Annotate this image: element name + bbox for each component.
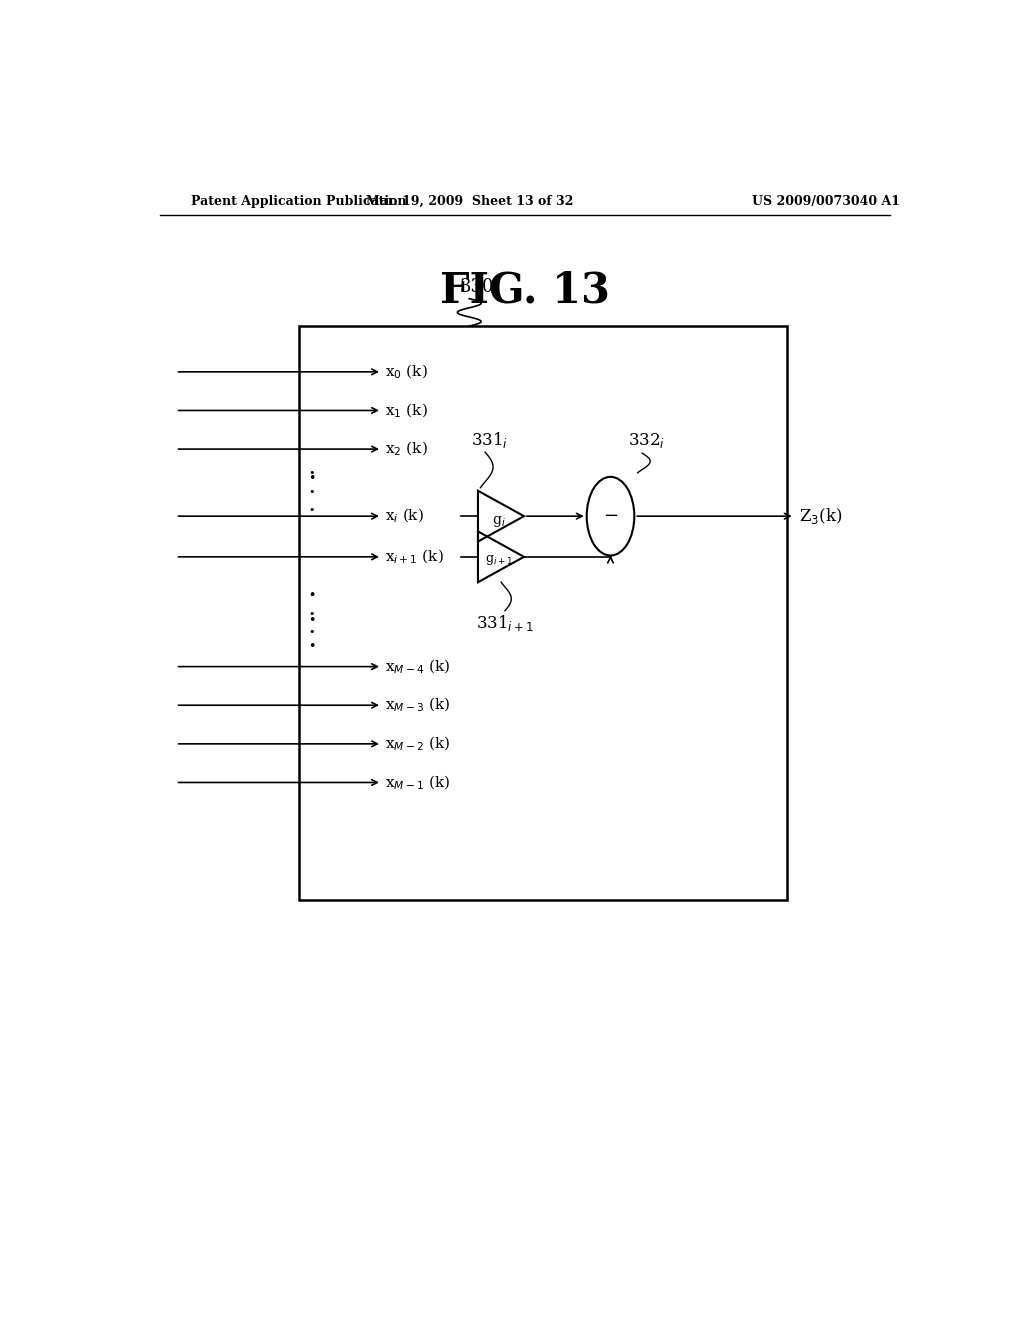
Text: Patent Application Publication: Patent Application Publication (191, 194, 407, 207)
Text: US 2009/0073040 A1: US 2009/0073040 A1 (753, 194, 900, 207)
Bar (299, 326, 786, 900)
Text: x$_{M-3}$ (k): x$_{M-3}$ (k) (385, 696, 451, 714)
Text: x$_i$ (k): x$_i$ (k) (385, 507, 424, 525)
Text: x$_1$ (k): x$_1$ (k) (385, 401, 428, 420)
Text: g$_i$: g$_i$ (492, 513, 506, 529)
Text: x$_2$ (k): x$_2$ (k) (385, 440, 428, 458)
Text: •: • (309, 506, 315, 515)
Text: •: • (308, 589, 315, 602)
Text: •: • (309, 487, 315, 496)
Text: •: • (308, 640, 315, 653)
Text: x$_{M-4}$ (k): x$_{M-4}$ (k) (385, 657, 451, 676)
Text: −: − (603, 507, 618, 525)
Text: FIG. 13: FIG. 13 (440, 269, 609, 312)
Text: 331$_i$: 331$_i$ (471, 430, 508, 450)
Text: •: • (309, 469, 315, 478)
Text: •: • (309, 627, 315, 638)
Text: 330: 330 (460, 277, 495, 296)
Text: x$_0$ (k): x$_0$ (k) (385, 363, 428, 381)
Text: •: • (309, 590, 315, 601)
Text: 331$_{i+1}$: 331$_{i+1}$ (476, 612, 534, 632)
Text: •: • (308, 614, 315, 627)
Text: x$_{M-2}$ (k): x$_{M-2}$ (k) (385, 735, 451, 752)
Text: x$_{M-1}$ (k): x$_{M-1}$ (k) (385, 774, 451, 792)
Text: •: • (308, 473, 315, 484)
Text: Z$_3$(k): Z$_3$(k) (799, 506, 842, 527)
Text: x$_{i+1}$ (k): x$_{i+1}$ (k) (385, 548, 444, 566)
Text: Mar. 19, 2009  Sheet 13 of 32: Mar. 19, 2009 Sheet 13 of 32 (366, 194, 573, 207)
Text: •: • (309, 609, 315, 619)
Text: g$_{i+1}$: g$_{i+1}$ (484, 553, 513, 566)
Text: 332$_i$: 332$_i$ (628, 432, 665, 450)
